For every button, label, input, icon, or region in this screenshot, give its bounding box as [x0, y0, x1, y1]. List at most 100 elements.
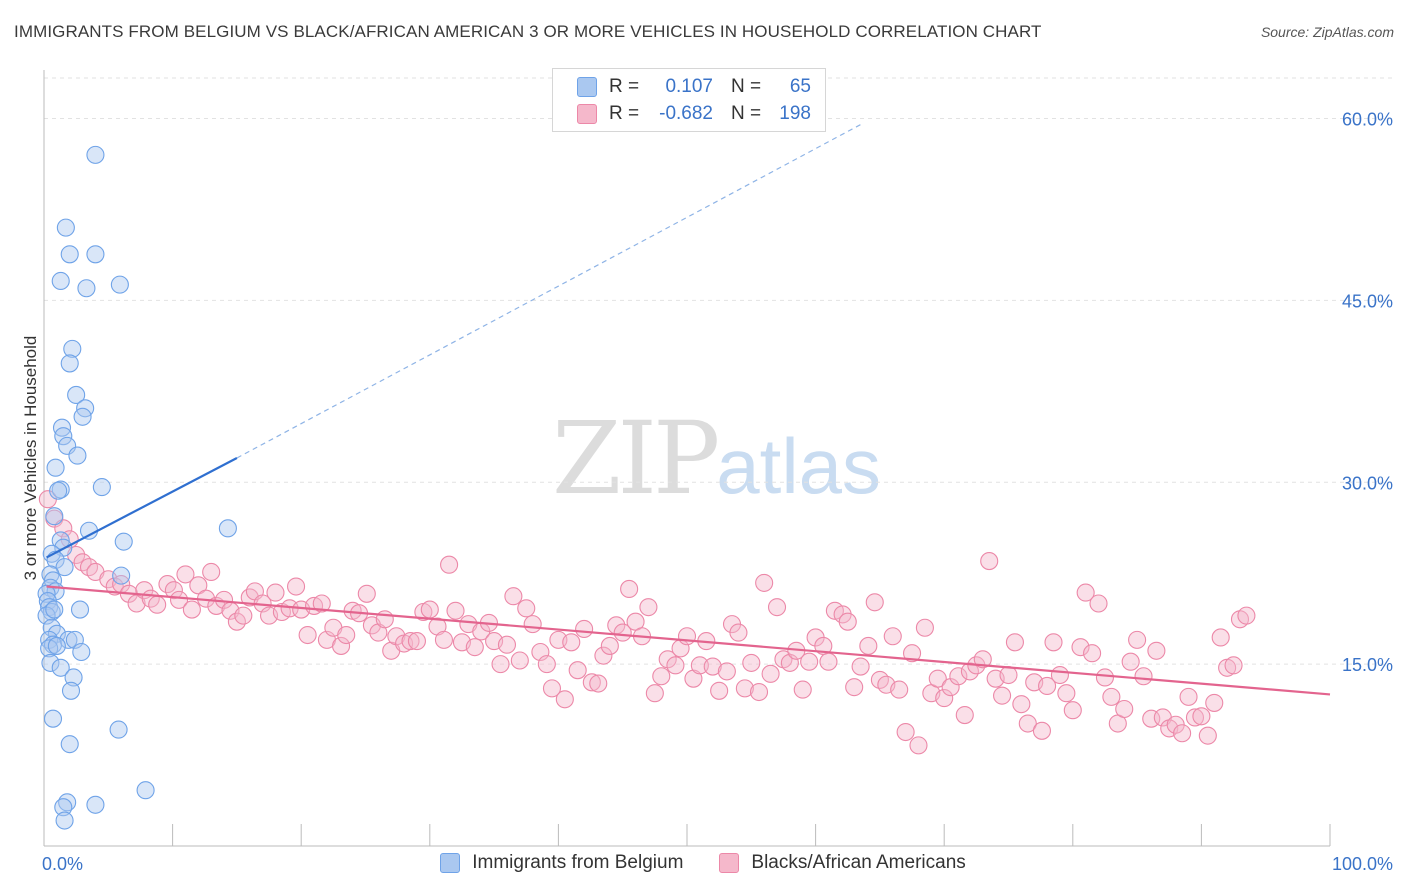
trend-line-black-african-american — [46, 585, 1331, 696]
watermark: ZIPatlas — [552, 400, 881, 517]
y-tick-label: 15.0% — [1342, 655, 1393, 675]
data-point-black-african-american — [1076, 583, 1095, 602]
data-point-belgium — [49, 481, 68, 500]
data-point-black-african-american — [1198, 726, 1217, 745]
data-point-black-african-american — [761, 664, 780, 683]
data-point-black-african-american — [164, 581, 183, 600]
data-point-black-african-american — [555, 690, 574, 709]
data-point-black-african-american — [189, 576, 208, 595]
data-point-black-african-american — [1179, 687, 1198, 706]
data-point-black-african-american — [504, 587, 523, 606]
data-point-black-african-american — [148, 595, 167, 614]
data-point-belgium — [61, 681, 81, 700]
data-point-belgium — [92, 478, 111, 497]
data-point-black-african-american — [800, 652, 819, 671]
data-point-black-african-american — [387, 627, 406, 646]
legend-swatch-black — [577, 104, 597, 124]
data-point-black-african-american — [652, 667, 671, 686]
data-point-belgium — [54, 798, 73, 817]
data-point-black-african-american — [497, 635, 517, 654]
data-point-belgium — [110, 275, 129, 294]
legend-swatch-belgium — [577, 77, 597, 97]
data-point-black-african-american — [1237, 606, 1256, 625]
data-point-belgium — [86, 795, 105, 814]
data-point-black-african-american — [312, 594, 331, 613]
data-point-belgium — [55, 811, 74, 830]
data-point-belgium — [218, 519, 237, 538]
data-point-black-african-american — [639, 598, 658, 617]
data-point-black-african-american — [407, 632, 426, 651]
data-point-black-african-american — [1044, 633, 1063, 652]
data-point-black-african-american — [915, 618, 934, 637]
data-point-black-african-american — [1134, 667, 1153, 686]
y-tick-label: 60.0% — [1342, 110, 1393, 130]
data-point-black-african-american — [510, 651, 529, 670]
data-point-belgium — [47, 636, 66, 655]
data-point-black-african-american — [819, 652, 838, 671]
data-point-belgium — [73, 407, 92, 426]
data-point-black-african-american — [729, 623, 748, 642]
data-point-belgium — [77, 279, 96, 298]
chart-title: IMMIGRANTS FROM BELGIUM VS BLACK/AFRICAN… — [14, 22, 1042, 41]
trend-line-belgium — [46, 457, 238, 559]
data-point-black-african-american — [169, 590, 189, 609]
data-point-black-african-american — [465, 638, 484, 657]
data-point-black-african-american — [613, 623, 632, 642]
data-point-black-african-american — [1147, 641, 1166, 660]
data-point-black-african-american — [1192, 707, 1211, 726]
data-point-belgium — [51, 271, 70, 291]
y-tick-label: 30.0% — [1342, 473, 1393, 493]
x-tick-label: 100.0% — [1332, 854, 1393, 874]
data-point-black-african-american — [793, 680, 812, 699]
data-point-belgium — [41, 653, 60, 672]
trend-line-belgium-extension — [236, 124, 861, 459]
watermark-zip: ZIP — [552, 400, 720, 517]
bottom-legend-item-belgium: Immigrants from Belgium — [440, 852, 683, 874]
data-point-black-african-american — [287, 577, 306, 596]
source-label: Source: ZipAtlas.com — [1260, 24, 1394, 40]
data-point-belgium — [60, 735, 79, 754]
data-point-belgium — [86, 145, 105, 164]
data-point-belgium — [114, 532, 133, 551]
data-point-belgium — [46, 458, 65, 477]
data-point-black-african-american — [357, 584, 376, 603]
legend-r-label: R = — [609, 76, 640, 97]
data-point-black-african-american — [1063, 701, 1082, 720]
data-point-black-african-american — [375, 610, 394, 629]
data-point-black-african-american — [434, 630, 453, 649]
data-point-black-african-american — [902, 644, 922, 663]
data-point-black-african-american — [1032, 721, 1051, 740]
data-point-black-african-american — [909, 736, 928, 755]
data-point-black-african-american — [1057, 684, 1076, 703]
data-point-black-african-american — [1102, 687, 1121, 706]
data-point-belgium — [55, 558, 74, 577]
data-point-black-african-american — [859, 636, 878, 655]
data-point-black-african-american — [337, 625, 356, 645]
data-point-black-african-american — [202, 562, 221, 582]
data-point-belgium — [60, 354, 79, 373]
legend-n-value: 198 — [779, 103, 811, 124]
data-point-black-african-american — [298, 625, 317, 645]
data-point-black-african-american — [645, 684, 664, 703]
data-point-black-african-american — [838, 612, 857, 631]
data-point-black-african-american — [537, 655, 556, 674]
data-point-black-african-american — [266, 583, 285, 602]
data-point-black-african-american — [717, 662, 736, 681]
data-point-black-african-american — [1211, 628, 1230, 647]
data-point-black-african-american — [575, 619, 594, 639]
data-point-belgium — [37, 584, 56, 603]
data-point-black-african-american — [955, 705, 974, 725]
data-point-black-african-american — [1173, 724, 1192, 743]
data-point-belgium — [51, 658, 70, 677]
legend-row-black: R = -0.682 N = 198 — [577, 101, 811, 127]
data-point-belgium — [86, 245, 105, 264]
legend-n-label: N = — [731, 76, 762, 97]
data-point-black-african-american — [568, 661, 587, 680]
bottom-legend-swatch-belgium — [440, 853, 461, 873]
data-point-black-african-american — [845, 678, 864, 697]
data-point-black-african-american — [1224, 656, 1243, 675]
data-point-belgium — [60, 245, 79, 264]
data-point-black-african-american — [446, 601, 465, 620]
x-tick-label: 0.0% — [42, 854, 83, 874]
data-point-belgium — [109, 720, 128, 739]
